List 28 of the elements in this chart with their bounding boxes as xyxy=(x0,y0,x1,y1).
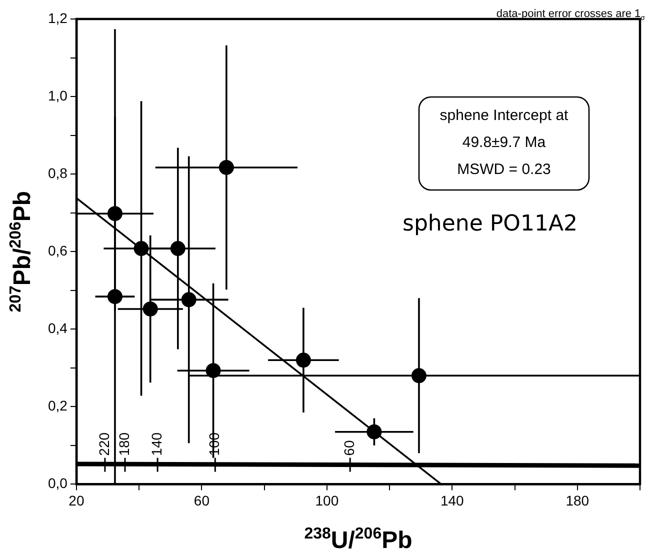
annotation: 60 xyxy=(340,440,357,456)
annotation: sphene PO11A2 xyxy=(402,212,578,237)
point xyxy=(170,241,186,256)
point xyxy=(206,363,221,378)
y-axis-title: 207Pb/206Pb xyxy=(7,190,36,312)
y-tick-label: 0,8 xyxy=(48,164,68,181)
y-tick-label: 0,4 xyxy=(48,320,68,336)
annotation: 220 xyxy=(96,432,112,456)
x-tick-label: 20 xyxy=(68,492,84,508)
x-tick-label: 60 xyxy=(194,492,210,508)
point xyxy=(218,160,234,175)
point xyxy=(296,352,311,368)
y-tick-label: 0,6 xyxy=(48,242,68,258)
point xyxy=(411,368,426,384)
point xyxy=(107,289,122,304)
point xyxy=(107,206,122,222)
point xyxy=(142,301,158,316)
y-tick-label: 1,0 xyxy=(48,87,68,104)
y-tick-label: 0,2 xyxy=(48,398,68,414)
y-tick-label: 0,0 xyxy=(48,475,68,492)
annotation: 180 xyxy=(116,432,132,456)
x-tick-label: 100 xyxy=(315,492,339,508)
x-tick-label: 180 xyxy=(566,492,590,508)
y-tick-label: 1,2 xyxy=(48,10,68,26)
annotation: sphene Intercept at 49.8±9.7 Ma MSWD = 0.23 xyxy=(440,107,570,178)
x-tick-label: 140 xyxy=(440,492,464,508)
annotation: 140 xyxy=(148,432,164,456)
point xyxy=(181,292,196,308)
